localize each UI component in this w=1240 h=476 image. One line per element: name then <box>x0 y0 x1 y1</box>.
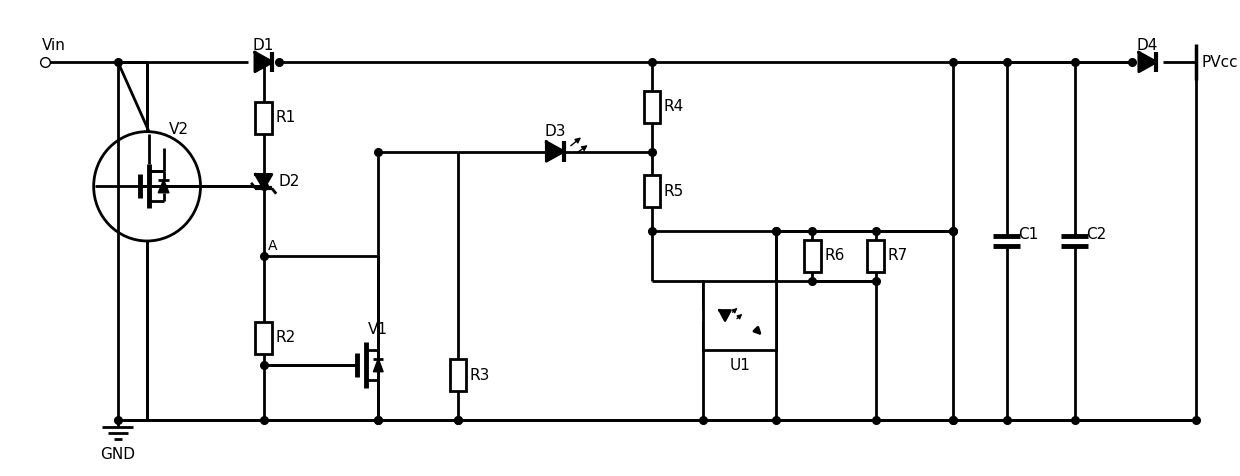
Bar <box>450 359 466 391</box>
Polygon shape <box>1138 52 1157 72</box>
Text: D3: D3 <box>544 124 565 139</box>
Bar <box>867 240 884 272</box>
Text: R4: R4 <box>663 99 684 114</box>
Polygon shape <box>159 180 169 193</box>
Text: R1: R1 <box>275 110 295 125</box>
Text: R7: R7 <box>888 248 908 263</box>
Bar <box>703 281 776 350</box>
Text: R6: R6 <box>825 248 844 263</box>
Text: V2: V2 <box>169 121 188 137</box>
Text: Vin: Vin <box>42 38 66 53</box>
Text: R2: R2 <box>275 330 295 346</box>
Bar <box>644 91 661 123</box>
Bar <box>644 175 661 207</box>
Bar <box>805 240 821 272</box>
Text: A: A <box>268 239 277 253</box>
Bar <box>255 322 272 354</box>
Polygon shape <box>719 310 730 321</box>
Text: GND: GND <box>100 447 135 462</box>
Text: R5: R5 <box>663 184 684 199</box>
Polygon shape <box>373 359 383 372</box>
Bar <box>255 102 272 134</box>
Text: D2: D2 <box>278 174 300 189</box>
Text: U1: U1 <box>729 358 750 373</box>
Text: V1: V1 <box>367 322 388 337</box>
Polygon shape <box>255 174 272 188</box>
Polygon shape <box>547 142 564 161</box>
Text: PVcc: PVcc <box>1202 55 1238 69</box>
Text: R3: R3 <box>470 367 490 383</box>
Text: C2: C2 <box>1086 227 1106 241</box>
Polygon shape <box>255 52 273 72</box>
Text: D4: D4 <box>1137 38 1158 53</box>
Text: D1: D1 <box>253 38 274 53</box>
Text: C1: C1 <box>1018 227 1039 241</box>
